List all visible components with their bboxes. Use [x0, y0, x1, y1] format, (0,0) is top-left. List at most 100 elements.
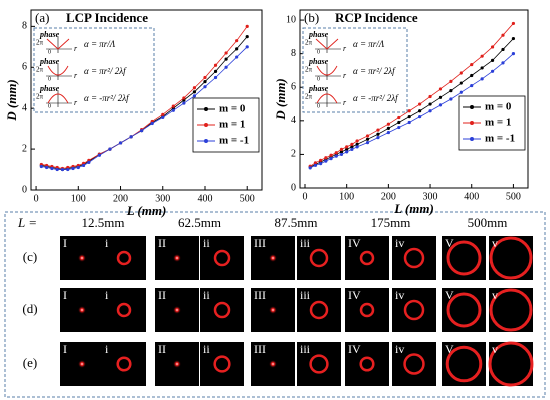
plot-frame: [30, 9, 263, 191]
x-tick-label: 100: [339, 191, 354, 202]
image-label: II: [158, 236, 166, 250]
x-tick-label: 200: [113, 193, 128, 204]
beam-ring: [309, 248, 329, 268]
legend-marker: [470, 121, 474, 125]
point: [386, 130, 390, 135]
point: [480, 66, 484, 70]
image-label: IV: [348, 288, 361, 302]
point: [45, 165, 49, 170]
y-axis-label: D (mm): [4, 79, 19, 122]
y-tick-label: 4: [291, 115, 296, 126]
inset-label: r: [343, 44, 347, 53]
x-tick-label: 0: [34, 193, 39, 204]
beam-ring: [403, 353, 425, 375]
legend-marker: [204, 123, 208, 127]
point: [397, 120, 401, 125]
image-label: III: [254, 236, 266, 250]
x-tick-label: 100: [71, 193, 86, 204]
image-label: II: [158, 288, 166, 302]
point: [511, 36, 516, 41]
point: [511, 52, 516, 56]
beam-spot: [269, 306, 277, 314]
inset-label: 2π: [36, 93, 44, 101]
point: [313, 163, 318, 167]
legend-label: m = 0: [485, 101, 512, 113]
point: [245, 34, 249, 39]
image-label: iv: [395, 342, 404, 356]
point: [365, 137, 370, 141]
point: [459, 71, 463, 75]
image-label: I: [63, 342, 67, 356]
inset-label: 2π: [36, 66, 44, 74]
beam-spot: [173, 306, 181, 314]
point: [203, 85, 207, 89]
beam-ring: [359, 250, 375, 266]
x-axis-label: L (mm): [126, 203, 167, 218]
inset-label: 0: [48, 49, 51, 55]
beam-ring: [213, 301, 231, 319]
image-label: III: [254, 342, 266, 356]
point: [501, 61, 505, 65]
y-tick-label: 0: [291, 182, 296, 193]
image-tile: [442, 342, 486, 386]
point: [490, 58, 495, 62]
legend-marker: [470, 137, 474, 141]
point: [245, 24, 249, 28]
point: [449, 79, 453, 83]
inset-label: phase: [39, 30, 60, 39]
point: [345, 147, 349, 151]
point: [60, 167, 65, 172]
point: [339, 147, 344, 151]
beam-ring: [116, 250, 132, 266]
point: [192, 94, 197, 98]
plot-frame: [299, 9, 529, 189]
point: [480, 77, 484, 81]
point: [192, 90, 197, 94]
legend-marker: [204, 107, 208, 111]
point: [376, 136, 380, 140]
point: [161, 115, 165, 119]
point: [334, 151, 338, 155]
image-label: iv: [395, 288, 404, 302]
distance-label: 500mm: [468, 215, 508, 230]
point: [350, 142, 354, 146]
image-label: i: [105, 288, 109, 302]
y-tick-label: 4: [22, 102, 27, 113]
point: [308, 166, 312, 170]
beam-ring: [488, 341, 534, 387]
inset-label: phase: [39, 84, 60, 93]
legend-label: m = 0: [219, 103, 246, 115]
y-tick-label: 2: [291, 149, 296, 160]
image-tile: [392, 288, 436, 332]
beam-ring: [359, 356, 375, 372]
legend-label: m = -1: [485, 133, 515, 145]
inset-label: r: [74, 71, 78, 80]
beam-ring: [446, 292, 482, 328]
inset-curve: [316, 65, 338, 76]
point: [418, 109, 422, 113]
point: [480, 54, 484, 58]
point: [355, 139, 359, 143]
point: [50, 166, 54, 171]
image-tile: [200, 288, 244, 332]
point: [490, 45, 495, 49]
point: [224, 65, 228, 69]
grid-prefix: L =: [17, 215, 37, 230]
y-tick-label: 6: [291, 82, 296, 93]
inset-label: 0: [48, 103, 51, 109]
inset-formula: α = πr²/ 2λf: [84, 66, 127, 76]
beam-ring: [213, 249, 231, 267]
beam-ring: [116, 302, 132, 318]
point: [345, 145, 349, 149]
beam-spot: [78, 360, 86, 368]
point: [418, 102, 422, 106]
inset-formula: α = πr²/ 2λf: [353, 66, 396, 76]
point: [376, 132, 380, 136]
point: [81, 163, 86, 168]
point: [171, 104, 175, 108]
point: [235, 47, 239, 51]
inset-curve: [46, 38, 70, 50]
panel-label: (b): [304, 10, 319, 25]
image-tile: [102, 288, 146, 332]
point: [470, 83, 474, 88]
